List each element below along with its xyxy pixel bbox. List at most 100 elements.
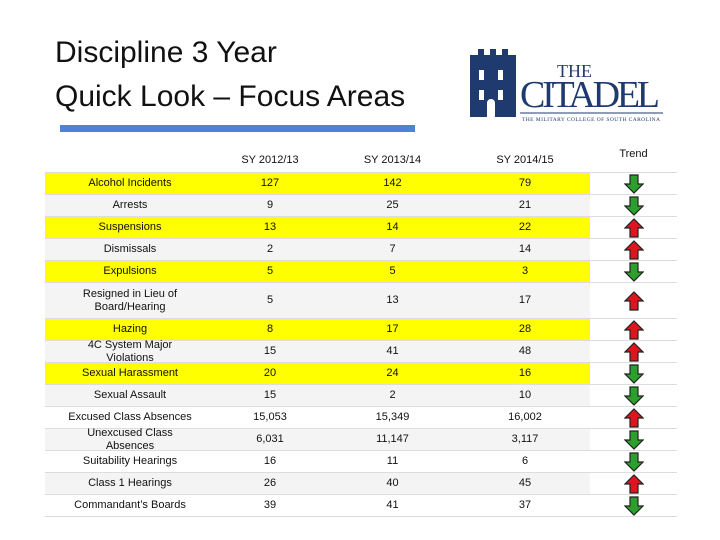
trend-cell bbox=[590, 261, 677, 283]
trend-cell bbox=[590, 385, 677, 407]
table-cell: 15 bbox=[215, 385, 325, 407]
row-label: Commandant’s Boards bbox=[45, 495, 215, 517]
trend-cell bbox=[590, 239, 677, 261]
logo-tagline: THE MILITARY COLLEGE OF SOUTH CAROLINA bbox=[522, 117, 660, 123]
trend-cell bbox=[590, 473, 677, 495]
trend-arrow bbox=[623, 341, 644, 362]
castle-icon bbox=[470, 49, 516, 117]
trend-arrow bbox=[623, 217, 644, 238]
table-cell: 24 bbox=[325, 363, 460, 385]
row-label: Suitability Hearings bbox=[45, 451, 215, 473]
title-line: Quick Look – Focus Areas bbox=[55, 80, 406, 113]
table-cell: 26 bbox=[215, 473, 325, 495]
table-cell: 142 bbox=[325, 173, 460, 195]
table-cell: 25 bbox=[325, 195, 460, 217]
table-cell: 40 bbox=[325, 473, 460, 495]
table-cell: 17 bbox=[460, 283, 590, 319]
table-cell: 11,147 bbox=[325, 429, 460, 451]
title-line: Discipline 3 Year bbox=[55, 36, 277, 69]
trend-arrow bbox=[623, 451, 644, 472]
trend-cell bbox=[590, 495, 677, 517]
trend-arrow bbox=[623, 385, 644, 406]
column-header: SY 2012/13 bbox=[215, 140, 325, 173]
table-cell: 5 bbox=[215, 261, 325, 283]
logo-text: CITADEL bbox=[520, 74, 660, 116]
table-cell: 15 bbox=[215, 341, 325, 363]
table-cell: 8 bbox=[215, 319, 325, 341]
table-cell: 13 bbox=[325, 283, 460, 319]
table-cell: 16,002 bbox=[460, 407, 590, 429]
trend-arrow bbox=[623, 290, 644, 311]
trend-cell bbox=[590, 429, 677, 451]
trend-arrow bbox=[623, 319, 644, 340]
table-cell: 13 bbox=[215, 217, 325, 239]
table-cell: 14 bbox=[325, 217, 460, 239]
logo-text: THE bbox=[557, 61, 592, 81]
column-header: SY 2014/15 bbox=[460, 140, 590, 173]
trend-arrow bbox=[623, 195, 644, 216]
column-header: Trend bbox=[590, 140, 677, 173]
table-cell: 3,117 bbox=[460, 429, 590, 451]
table-cell: 28 bbox=[460, 319, 590, 341]
table-cell: 6 bbox=[460, 451, 590, 473]
trend-arrow bbox=[623, 495, 644, 516]
table-cell: 20 bbox=[215, 363, 325, 385]
row-label: Hazing bbox=[45, 319, 215, 341]
trend-cell bbox=[590, 319, 677, 341]
table-cell: 6,031 bbox=[215, 429, 325, 451]
trend-arrow bbox=[623, 173, 644, 194]
table-cell: 15,053 bbox=[215, 407, 325, 429]
row-label: Sexual Harassment bbox=[45, 363, 215, 385]
trend-cell bbox=[590, 173, 677, 195]
trend-cell bbox=[590, 217, 677, 239]
table-cell: 41 bbox=[325, 495, 460, 517]
table-cell: 16 bbox=[460, 363, 590, 385]
trend-cell bbox=[590, 195, 677, 217]
trend-cell bbox=[590, 407, 677, 429]
table-cell: 45 bbox=[460, 473, 590, 495]
table-cell: 10 bbox=[460, 385, 590, 407]
header-cell bbox=[45, 140, 215, 173]
table-cell: 79 bbox=[460, 173, 590, 195]
table-cell: 7 bbox=[325, 239, 460, 261]
row-label: Arrests bbox=[45, 195, 215, 217]
row-label: Class 1 Hearings bbox=[45, 473, 215, 495]
trend-cell bbox=[590, 283, 677, 319]
table-cell: 11 bbox=[325, 451, 460, 473]
trend-arrow bbox=[623, 363, 644, 384]
row-label: Dismissals bbox=[45, 239, 215, 261]
trend-cell bbox=[590, 451, 677, 473]
table-cell: 2 bbox=[325, 385, 460, 407]
row-label: Excused Class Absences bbox=[45, 407, 215, 429]
table-cell: 5 bbox=[215, 283, 325, 319]
table-cell: 16 bbox=[215, 451, 325, 473]
table-cell: 48 bbox=[460, 341, 590, 363]
trend-arrow bbox=[623, 473, 644, 494]
trend-arrow bbox=[623, 429, 644, 450]
table-cell: 15,349 bbox=[325, 407, 460, 429]
table-cell: 17 bbox=[325, 319, 460, 341]
row-label: Suspensions bbox=[45, 217, 215, 239]
table-cell: 14 bbox=[460, 239, 590, 261]
row-label: Expulsions bbox=[45, 261, 215, 283]
title-bar bbox=[60, 125, 415, 132]
table-cell: 127 bbox=[215, 173, 325, 195]
table-cell: 5 bbox=[325, 261, 460, 283]
row-label: Unexcused Class Absences bbox=[45, 427, 215, 452]
table-cell: 21 bbox=[460, 195, 590, 217]
logo: THE CITADEL THE MILITARY COLLEGE OF SOUT… bbox=[470, 49, 663, 123]
row-label: 4C System Major Violations bbox=[45, 339, 215, 364]
column-header: SY 2013/14 bbox=[325, 140, 460, 173]
table-cell: 22 bbox=[460, 217, 590, 239]
row-label: Alcohol Incidents bbox=[45, 173, 215, 195]
table-cell: 2 bbox=[215, 239, 325, 261]
trend-arrow bbox=[623, 407, 644, 428]
table-cell: 41 bbox=[325, 341, 460, 363]
table-cell: 3 bbox=[460, 261, 590, 283]
table-cell: 37 bbox=[460, 495, 590, 517]
trend-arrow bbox=[623, 239, 644, 260]
row-label: Resigned in Lieu of Board/Hearing bbox=[45, 283, 215, 319]
trend-cell bbox=[590, 341, 677, 363]
table-cell: 39 bbox=[215, 495, 325, 517]
